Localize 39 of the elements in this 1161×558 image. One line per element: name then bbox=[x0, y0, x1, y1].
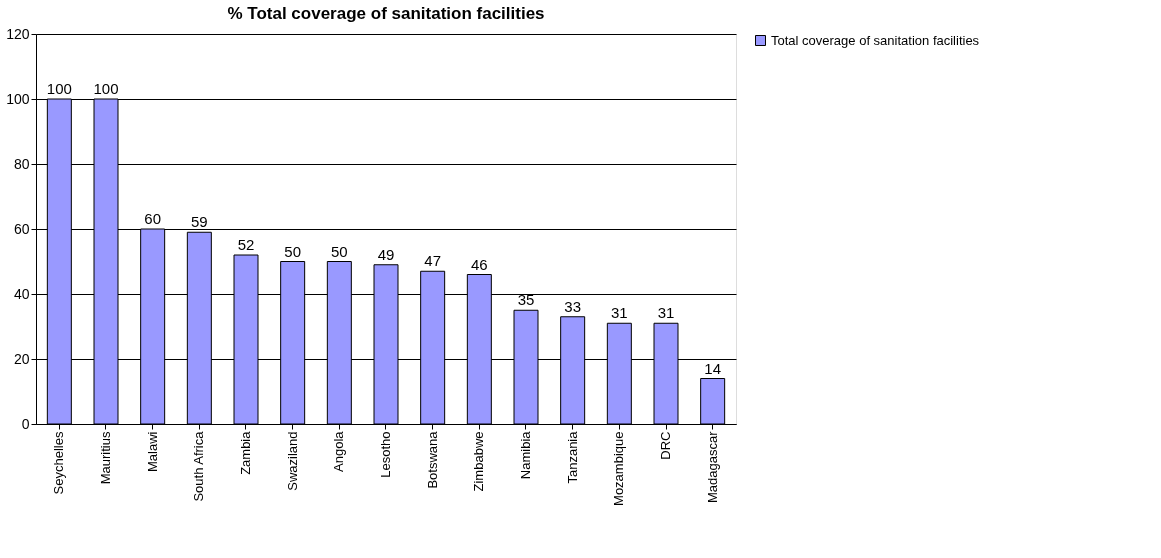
data-label: 60 bbox=[144, 210, 162, 227]
y-tick-label: 60 bbox=[13, 220, 30, 237]
x-tick-label: Angola bbox=[331, 430, 347, 472]
x-tick-label: Namibia bbox=[518, 430, 533, 480]
x-tick-label: Madagascar bbox=[704, 430, 720, 504]
x-tick-label: Lesotho bbox=[378, 431, 393, 478]
y-tick-label: 100 bbox=[6, 90, 30, 107]
data-label: 100 bbox=[46, 80, 72, 97]
data-label: 35 bbox=[517, 291, 535, 309]
data-label: 31 bbox=[657, 304, 675, 322]
x-tick-label: DRC bbox=[658, 431, 673, 460]
x-tick-label: Zimbabwe bbox=[471, 431, 487, 492]
x-tick-label: Mozambique bbox=[611, 431, 627, 506]
x-tick-label: Malawi bbox=[144, 431, 160, 472]
x-tick-label: Mauritius bbox=[98, 431, 113, 485]
y-tick-label: 0 bbox=[21, 415, 30, 432]
data-label: 31 bbox=[610, 304, 628, 322]
x-tick-label: Seychelles bbox=[51, 431, 67, 495]
data-label: 100 bbox=[93, 80, 119, 97]
data-label: 52 bbox=[237, 236, 255, 253]
x-tick-label: Swaziland bbox=[284, 431, 300, 491]
data-label: 49 bbox=[377, 245, 395, 263]
chart-title: % Total coverage of sanitation facilities bbox=[227, 4, 545, 23]
data-label: 14 bbox=[704, 359, 722, 377]
x-tick-label: Botswana bbox=[424, 430, 440, 489]
data-label: 50 bbox=[330, 242, 348, 260]
legend-label: Total coverage of sanitation facilities bbox=[771, 32, 980, 48]
x-tick-label: South Africa bbox=[191, 430, 207, 502]
x-tick-label: Tanzania bbox=[564, 430, 580, 484]
data-label: 46 bbox=[470, 255, 488, 273]
data-label: 59 bbox=[190, 213, 208, 231]
y-tick-label: 80 bbox=[13, 155, 30, 172]
data-label: 50 bbox=[284, 242, 302, 260]
data-label: 33 bbox=[564, 297, 582, 315]
data-label: 47 bbox=[424, 252, 442, 270]
y-tick-label: 40 bbox=[13, 285, 30, 302]
x-tick-label: Zambia bbox=[238, 430, 253, 475]
y-tick-label: 20 bbox=[13, 350, 30, 367]
y-tick-label: 120 bbox=[6, 25, 30, 42]
